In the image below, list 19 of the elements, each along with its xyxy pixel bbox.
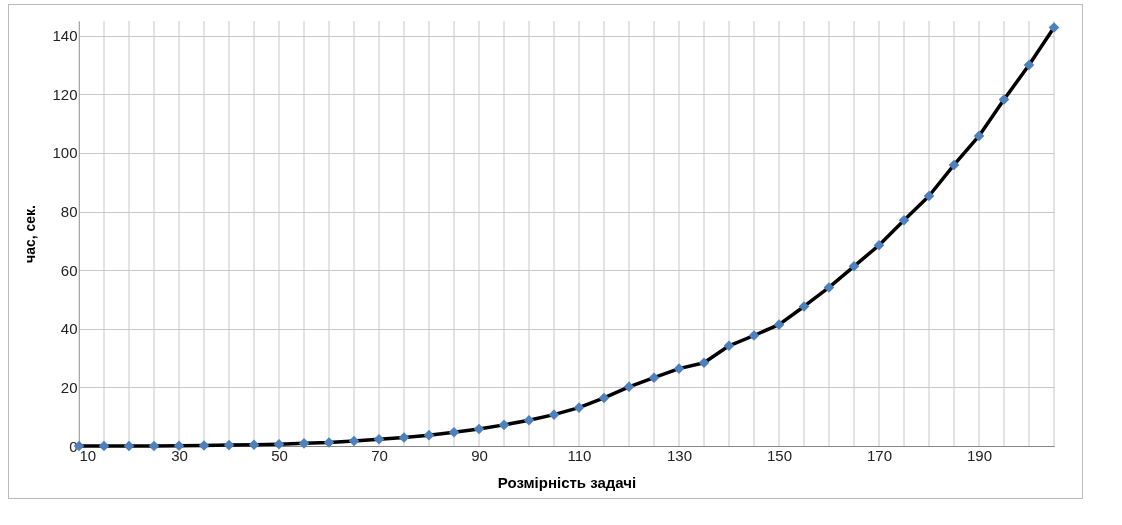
x-tick-label: 110	[567, 446, 592, 464]
x-tick-label: 30	[171, 446, 188, 464]
y-tick-label: 80	[60, 203, 78, 221]
x-tick-label: 190	[966, 446, 993, 464]
x-tick-label: 150	[766, 446, 793, 464]
x-tick-label: 170	[866, 446, 893, 464]
x-tick-label: 10	[79, 446, 97, 464]
y-tick-label: 20	[60, 378, 78, 396]
y-axis-title: час, сек.	[22, 205, 39, 263]
x-tick-label: 130	[666, 446, 693, 464]
x-tick-label: 90	[471, 446, 488, 464]
y-tick-label: 100	[52, 144, 78, 162]
y-tick-label: 120	[52, 85, 78, 103]
y-tick-label: 140	[52, 27, 78, 45]
x-tick-label: 50	[271, 446, 288, 464]
x-axis-title: Розмірність задачі	[497, 473, 637, 491]
y-tick-label: 60	[60, 261, 78, 279]
y-tick-label: 40	[60, 320, 78, 338]
x-tick-label: 70	[371, 446, 388, 464]
